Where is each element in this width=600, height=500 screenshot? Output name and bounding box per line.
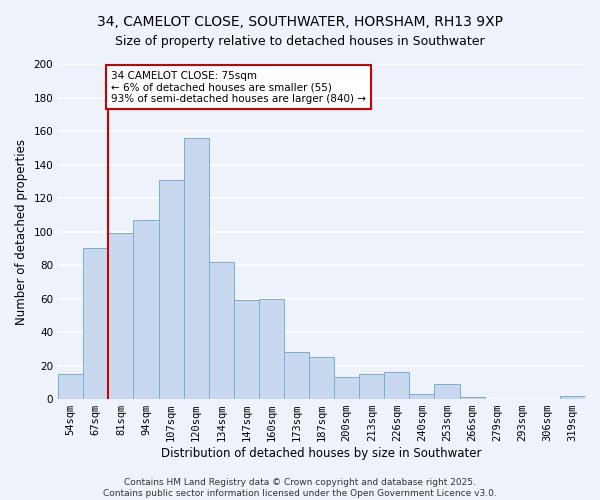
X-axis label: Distribution of detached houses by size in Southwater: Distribution of detached houses by size … [161,447,482,460]
Bar [209,262,234,399]
Bar [133,220,158,399]
Bar [259,298,284,399]
Bar [109,233,133,399]
Bar [234,300,259,399]
Text: Size of property relative to detached houses in Southwater: Size of property relative to detached ho… [115,35,485,48]
Bar [334,378,359,399]
Bar [184,138,209,399]
Bar [409,394,434,399]
Y-axis label: Number of detached properties: Number of detached properties [15,138,28,324]
Text: 34, CAMELOT CLOSE, SOUTHWATER, HORSHAM, RH13 9XP: 34, CAMELOT CLOSE, SOUTHWATER, HORSHAM, … [97,15,503,29]
Bar [460,398,485,399]
Bar [284,352,309,399]
Bar [560,396,585,399]
Bar [359,374,385,399]
Bar [158,180,184,399]
Bar [309,357,334,399]
Text: Contains HM Land Registry data © Crown copyright and database right 2025.
Contai: Contains HM Land Registry data © Crown c… [103,478,497,498]
Bar [58,374,83,399]
Text: 34 CAMELOT CLOSE: 75sqm
← 6% of detached houses are smaller (55)
93% of semi-det: 34 CAMELOT CLOSE: 75sqm ← 6% of detached… [111,70,366,104]
Bar [83,248,109,399]
Bar [434,384,460,399]
Bar [385,372,409,399]
